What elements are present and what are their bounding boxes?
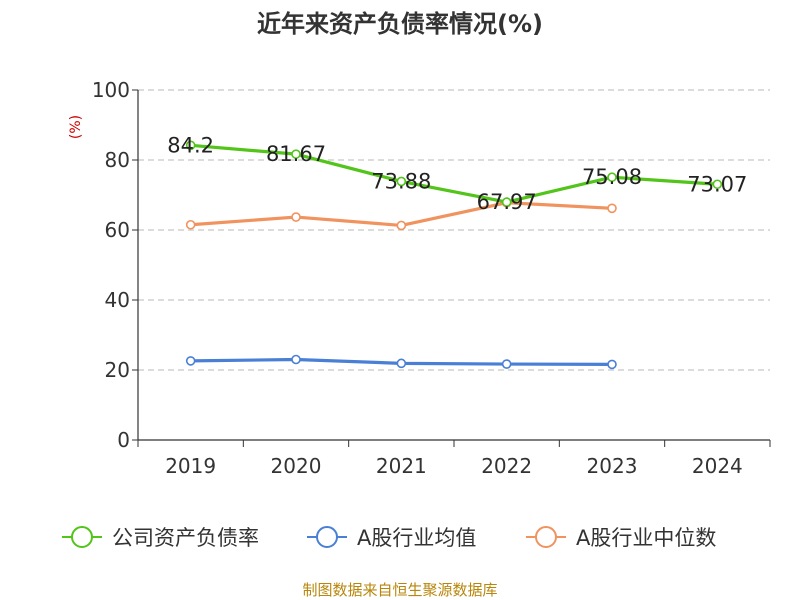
- data-point: [607, 203, 617, 214]
- y-axis-label: (%): [68, 115, 84, 139]
- legend-item[interactable]: 公司资产负债率: [62, 526, 259, 550]
- data-source-note: 制图数据来自恒生聚源数据库: [302, 581, 497, 599]
- series-lines: [185, 140, 723, 370]
- data-point: [396, 220, 407, 231]
- data-point: [396, 176, 407, 187]
- legend-label: 公司资产负债率: [112, 526, 259, 550]
- data-labels: 84.2 81.67 73.88 67.97 75.08 73.07: [167, 133, 747, 214]
- chart-title: 近年来资产负债率情况(%): [257, 10, 543, 38]
- legend-label: A股行业中位数: [576, 526, 716, 550]
- legend-item[interactable]: A股行业均值: [307, 526, 476, 550]
- legend-item[interactable]: A股行业中位数: [526, 526, 716, 550]
- data-label: 81.67: [266, 142, 326, 166]
- legend-marker: [535, 526, 557, 548]
- data-label: 67.97: [477, 190, 537, 214]
- x-tick-label: 2020: [271, 454, 322, 478]
- data-point: [291, 212, 301, 222]
- data-label: 75.08: [582, 165, 642, 189]
- series-line: [190, 143, 718, 204]
- data-point: [501, 197, 512, 207]
- data-point: [501, 359, 512, 369]
- x-tick-label: 2019: [165, 454, 216, 478]
- x-tick-label: 2021: [376, 454, 427, 478]
- data-point: [185, 356, 196, 366]
- axes: 0 20 40 60 80 100 2019 2020 2021 2022 2023 2024: [92, 78, 771, 478]
- legend[interactable]: 公司资产负债率 A股行业均值 A股行业中位数: [62, 526, 716, 550]
- data-point: [607, 172, 617, 183]
- data-point: [291, 149, 301, 159]
- data-point: [607, 359, 617, 370]
- data-point: [396, 358, 407, 369]
- y-tick-label: 100: [92, 78, 130, 102]
- data-label: 73.07: [687, 172, 747, 196]
- legend-marker: [316, 526, 338, 548]
- data-point: [185, 140, 196, 151]
- data-point: [291, 354, 301, 365]
- legend-marker: [71, 526, 93, 548]
- data-point: [185, 219, 196, 230]
- x-tick-label: 2024: [692, 454, 743, 478]
- y-tick-label: 20: [105, 358, 130, 382]
- data-point: [712, 179, 723, 190]
- legend-label: A股行业均值: [357, 526, 476, 550]
- y-tick-label: 40: [105, 288, 130, 312]
- x-tick-label: 2023: [587, 454, 638, 478]
- data-label: 84.2: [167, 133, 214, 157]
- grid-lines: [138, 89, 770, 371]
- y-tick-label: 60: [105, 218, 130, 242]
- y-tick-label: 0: [117, 428, 130, 452]
- y-tick-label: 80: [105, 148, 130, 172]
- x-tick-label: 2022: [481, 454, 532, 478]
- data-label: 73.88: [371, 169, 431, 193]
